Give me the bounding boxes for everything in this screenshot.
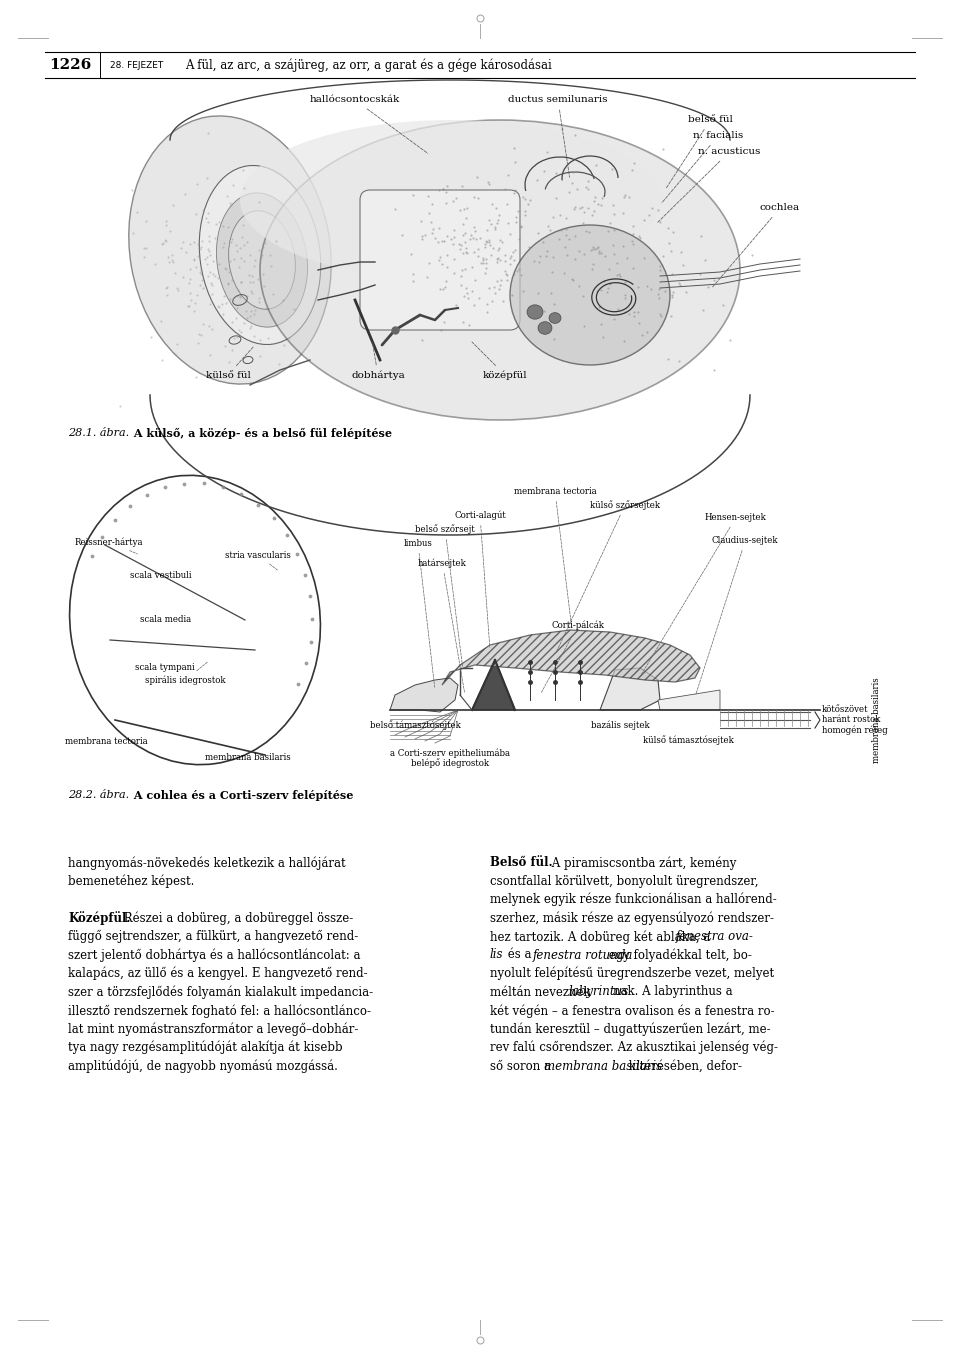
Ellipse shape [527,304,543,319]
Text: két végén – a fenestra ovalison és a fenestra ro-: két végén – a fenestra ovalison és a fen… [490,1004,775,1017]
Text: n. facialis: n. facialis [661,132,743,202]
Text: lis: lis [490,948,503,961]
Text: membrana tectoria: membrana tectoria [65,737,148,747]
Text: labyrintus: labyrintus [568,986,629,998]
Text: külső támasztósejtek: külső támasztósejtek [642,735,733,744]
Text: illesztő rendszernek fogható fel: a hallócsontlánco-: illesztő rendszernek fogható fel: a hall… [68,1004,371,1017]
Text: 28.2. ábra.: 28.2. ábra. [68,790,130,800]
Polygon shape [442,630,700,684]
Ellipse shape [240,120,660,280]
Text: belső támasztósejtek: belső támasztósejtek [370,720,461,729]
Text: membrana basilaris: membrana basilaris [872,678,881,763]
Text: Hensen-sejtek: Hensen-sejtek [639,513,767,678]
Text: ső soron a: ső soron a [490,1059,555,1073]
Text: fenestra ova-: fenestra ova- [676,930,754,942]
Text: és a: és a [503,948,535,961]
FancyBboxPatch shape [360,190,520,330]
Text: 28. FEJEZET: 28. FEJEZET [110,61,163,69]
Text: A cohlea és a Corti-szerv felépítése: A cohlea és a Corti-szerv felépítése [130,790,353,801]
Text: fenestra rotunda: fenestra rotunda [533,948,634,961]
Text: spirális idegrostok: spirális idegrostok [145,661,226,684]
Polygon shape [472,660,515,710]
Text: a Corti-szerv epitheliumába: a Corti-szerv epitheliumába [390,748,510,758]
Text: méltán neveznek: méltán neveznek [490,986,594,998]
Text: kitérésében, defor-: kitérésében, defor- [625,1059,742,1073]
Text: hallócsontocskák: hallócsontocskák [310,95,428,153]
Text: scala tympani: scala tympani [135,664,195,672]
Text: belső szőrsejt: belső szőrsejt [415,524,475,667]
Text: Corti-alagút: Corti-alagút [454,511,506,648]
Text: limbus: limbus [403,539,435,687]
Text: dobhártya: dobhártya [351,342,405,380]
Polygon shape [658,690,720,710]
Polygon shape [390,678,458,712]
Text: scala media: scala media [140,615,191,625]
Text: Reissner-hártya: Reissner-hártya [75,538,143,554]
Text: A fül, az arc, a szájüreg, az orr, a garat és a gége károsodásai: A fül, az arc, a szájüreg, az orr, a gar… [185,58,552,72]
Ellipse shape [228,210,296,310]
Text: külső szőrsejtek: külső szőrsejtek [556,500,660,652]
Text: nyolult felépítésű üregrendszerbe vezet, melyet: nyolult felépítésű üregrendszerbe vezet,… [490,967,774,980]
Text: hangnyomás-növekedés keletkezik a hallójárat: hangnyomás-növekedés keletkezik a hallój… [68,856,346,869]
Text: membrana tectoria: membrana tectoria [514,488,596,627]
Text: Corti-pálcák: Corti-pálcák [541,621,605,693]
Ellipse shape [538,322,552,334]
Text: n. acusticus: n. acusticus [657,148,760,223]
Text: tya nagy rezgésamplitúdóját alakítja át kisebb: tya nagy rezgésamplitúdóját alakítja át … [68,1042,343,1055]
Text: hez tartozik. A dobüreg két ablaka, a: hez tartozik. A dobüreg két ablaka, a [490,930,714,944]
Text: haránt rostok: haránt rostok [822,716,880,725]
Ellipse shape [549,312,561,323]
Text: cochlea: cochlea [711,204,800,288]
Text: bemenetéhez képest.: bemenetéhez képest. [68,875,194,888]
Text: határsejtek: határsejtek [418,558,467,693]
Text: Belső fül.: Belső fül. [490,856,553,869]
Text: tundán keresztül – dugattyúszerűen lezárt, me-: tundán keresztül – dugattyúszerűen lezár… [490,1023,771,1036]
Text: homogén réteg: homogén réteg [822,725,888,735]
Text: kalapács, az üllő és a kengyel. E hangvezető rend-: kalapács, az üllő és a kengyel. E hangve… [68,967,368,980]
Text: Claudius-sejtek: Claudius-sejtek [696,536,779,694]
Text: függő sejtrendszer, a fülkürt, a hangvezető rend-: függő sejtrendszer, a fülkürt, a hangvez… [68,930,358,944]
Text: egy folyadékkal telt, bo-: egy folyadékkal telt, bo- [605,948,752,961]
Text: szer a törzsfejlődés folyamán kialakult impedancia-: szer a törzsfejlődés folyamán kialakult … [68,986,373,999]
Text: A piramiscsontba zárt, kemény: A piramiscsontba zárt, kemény [548,856,736,869]
Text: lat mint nyomástranszformátor a levegő–dobhár-: lat mint nyomástranszformátor a levegő–d… [68,1023,358,1036]
Text: Középfül.: Középfül. [68,911,131,925]
Ellipse shape [260,120,740,420]
Text: belépő idegrostok: belépő idegrostok [411,758,489,767]
Text: rev falú csőrendszer. Az akusztikai jelenség vég-: rev falú csőrendszer. Az akusztikai jele… [490,1042,778,1055]
Text: szerhez, másik része az egyensúlyozó rendszer-: szerhez, másik része az egyensúlyozó ren… [490,911,774,925]
Text: nak. A labyrinthus a: nak. A labyrinthus a [613,986,733,998]
Text: A külső, a közép- és a belső fül felépítése: A külső, a közép- és a belső fül felépít… [130,428,392,439]
Text: Részei a dobüreg, a dobüreggel össze-: Részei a dobüreg, a dobüreggel össze- [120,911,353,925]
Text: 28.1. ábra.: 28.1. ábra. [68,428,130,439]
Text: amplitúdójú, de nagyobb nyomású mozgássá.: amplitúdójú, de nagyobb nyomású mozgássá… [68,1059,338,1073]
Text: scala vestibuli: scala vestibuli [130,570,191,580]
Text: belső fül: belső fül [666,115,732,187]
Text: középfül: középfül [472,342,527,380]
Ellipse shape [510,225,670,365]
Ellipse shape [216,193,307,327]
Text: melynek egyik része funkcionálisan a hallórend-: melynek egyik része funkcionálisan a hal… [490,894,777,907]
Text: stria vascularis: stria vascularis [225,550,291,570]
Polygon shape [600,668,660,710]
Text: szert jelentő dobhártya és a hallócsontláncolat: a: szert jelentő dobhártya és a hallócsontl… [68,948,361,961]
Text: kötőszövet: kötőszövet [822,706,869,714]
Ellipse shape [200,166,321,345]
Text: membrana basilaris: membrana basilaris [205,754,291,762]
Text: csontfallal körülvett, bonyolult üregrendszer,: csontfallal körülvett, bonyolult üregren… [490,875,758,888]
Text: 1226: 1226 [49,58,91,72]
Text: külső fül: külső fül [205,348,253,379]
Ellipse shape [129,115,331,384]
Text: membrana basilaris: membrana basilaris [544,1059,662,1073]
Text: bazális sejtek: bazális sejtek [590,720,649,729]
Text: ductus semilunaris: ductus semilunaris [508,95,608,178]
